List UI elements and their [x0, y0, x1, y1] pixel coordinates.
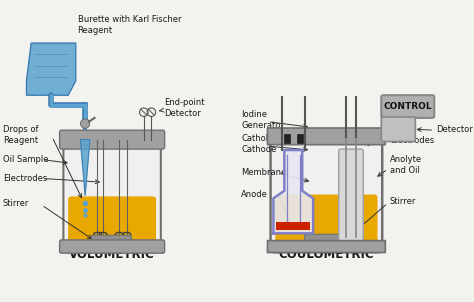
FancyBboxPatch shape [267, 241, 385, 252]
Text: Iodine
Generator: Iodine Generator [241, 110, 284, 130]
FancyBboxPatch shape [275, 194, 377, 248]
Text: VOLUMETRIC: VOLUMETRIC [69, 248, 155, 261]
Text: Stirrer: Stirrer [3, 198, 29, 207]
Text: Stirrer: Stirrer [390, 197, 416, 206]
Text: CONTROL: CONTROL [383, 102, 432, 111]
FancyBboxPatch shape [267, 128, 385, 145]
Text: Detector: Detector [436, 125, 473, 134]
FancyBboxPatch shape [305, 234, 348, 246]
Text: COULOMETRIC: COULOMETRIC [279, 248, 374, 261]
Circle shape [81, 119, 90, 128]
Text: Catholyte
Cathode: Catholyte Cathode [241, 134, 282, 154]
Bar [284, 134, 290, 143]
FancyBboxPatch shape [64, 136, 161, 252]
FancyBboxPatch shape [92, 235, 131, 246]
Text: Anode: Anode [241, 190, 268, 199]
FancyBboxPatch shape [60, 240, 164, 253]
FancyBboxPatch shape [381, 117, 415, 142]
Bar [297, 134, 303, 143]
Polygon shape [27, 43, 76, 95]
Polygon shape [273, 150, 313, 233]
FancyBboxPatch shape [271, 133, 382, 252]
Text: Electrodes: Electrodes [390, 136, 434, 145]
FancyBboxPatch shape [68, 196, 156, 248]
Polygon shape [81, 140, 90, 195]
FancyBboxPatch shape [60, 130, 164, 149]
FancyBboxPatch shape [381, 95, 434, 118]
Text: Anolyte
and Oil: Anolyte and Oil [390, 155, 422, 175]
Text: Electrodes: Electrodes [3, 174, 47, 183]
Text: Membrane: Membrane [241, 168, 286, 177]
FancyBboxPatch shape [339, 149, 363, 241]
Text: Burette with Karl Fischer
Reagent: Burette with Karl Fischer Reagent [78, 15, 181, 35]
Text: Drops of
Reagent: Drops of Reagent [3, 125, 38, 145]
Text: End-point
Detector: End-point Detector [164, 98, 204, 118]
Bar [276, 222, 310, 230]
Text: Oil Sample: Oil Sample [3, 155, 48, 164]
